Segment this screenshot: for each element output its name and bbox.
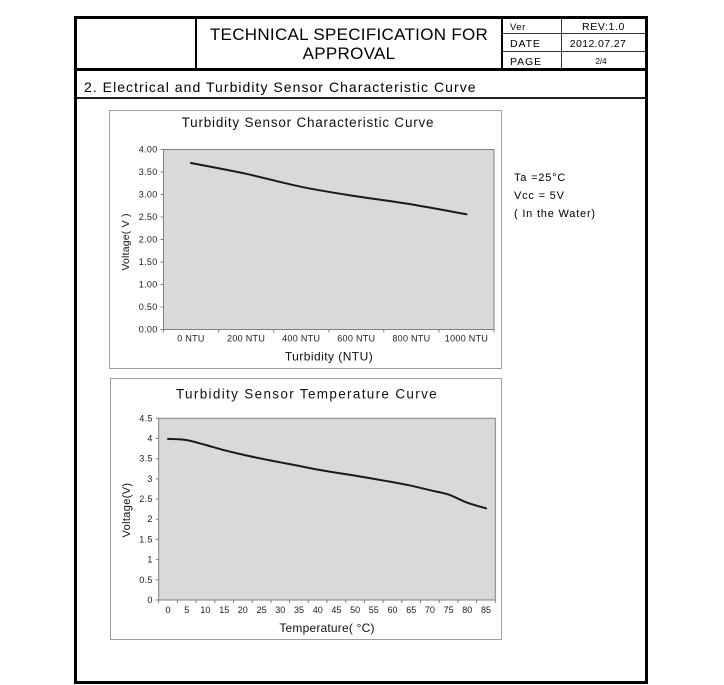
svg-text:1.50: 1.50 (139, 257, 158, 267)
svg-text:0: 0 (147, 595, 152, 605)
svg-text:80: 80 (462, 605, 472, 615)
svg-text:3: 3 (147, 474, 152, 484)
svg-text:4: 4 (147, 434, 152, 444)
svg-text:0.5: 0.5 (139, 575, 152, 585)
svg-text:65: 65 (406, 605, 416, 615)
svg-text:Turbidity Sensor Characteristi: Turbidity Sensor Characteristic Curve (182, 115, 435, 130)
svg-text:1000 NTU: 1000 NTU (445, 334, 488, 344)
svg-text:2.5: 2.5 (139, 494, 152, 504)
svg-text:4.5: 4.5 (139, 413, 152, 423)
svg-text:5: 5 (184, 605, 189, 615)
svg-text:800 NTU: 800 NTU (392, 334, 430, 344)
svg-text:15: 15 (219, 605, 229, 615)
svg-text:75: 75 (444, 605, 454, 615)
svg-text:3.00: 3.00 (139, 190, 158, 200)
svg-text:1.00: 1.00 (139, 280, 158, 290)
svg-text:2.00: 2.00 (139, 235, 158, 245)
svg-text:4.00: 4.00 (139, 145, 158, 155)
svg-text:1.5: 1.5 (139, 534, 152, 544)
svg-text:45: 45 (331, 605, 341, 615)
svg-text:30: 30 (275, 605, 285, 615)
svg-text:Turbidity Sensor Temperature C: Turbidity Sensor Temperature Curve (176, 387, 438, 402)
svg-text:55: 55 (369, 605, 379, 615)
svg-text:35: 35 (294, 605, 304, 615)
svg-text:1: 1 (147, 555, 152, 565)
svg-text:200 NTU: 200 NTU (227, 334, 265, 344)
svg-text:0.00: 0.00 (139, 325, 158, 335)
svg-text:600 NTU: 600 NTU (337, 334, 375, 344)
svg-text:70: 70 (425, 605, 435, 615)
svg-text:Voltage(V): Voltage(V) (121, 483, 133, 538)
svg-text:Voltage( V ): Voltage( V ) (120, 213, 132, 270)
svg-text:25: 25 (257, 605, 267, 615)
svg-text:0: 0 (165, 605, 170, 615)
svg-text:2.50: 2.50 (139, 212, 158, 222)
svg-text:10: 10 (200, 605, 210, 615)
svg-text:400 NTU: 400 NTU (282, 334, 320, 344)
svg-text:3.50: 3.50 (139, 167, 158, 177)
svg-text:Temperature( °C): Temperature( °C) (279, 621, 374, 635)
svg-text:85: 85 (481, 605, 491, 615)
svg-text:0.50: 0.50 (139, 302, 158, 312)
svg-text:40: 40 (313, 605, 323, 615)
svg-text:3.5: 3.5 (139, 454, 152, 464)
svg-text:20: 20 (238, 605, 248, 615)
svg-text:Turbidity (NTU): Turbidity (NTU) (285, 350, 373, 364)
svg-text:2: 2 (147, 514, 152, 524)
svg-text:50: 50 (350, 605, 360, 615)
svg-text:60: 60 (387, 605, 397, 615)
svg-text:0 NTU: 0 NTU (177, 334, 205, 344)
